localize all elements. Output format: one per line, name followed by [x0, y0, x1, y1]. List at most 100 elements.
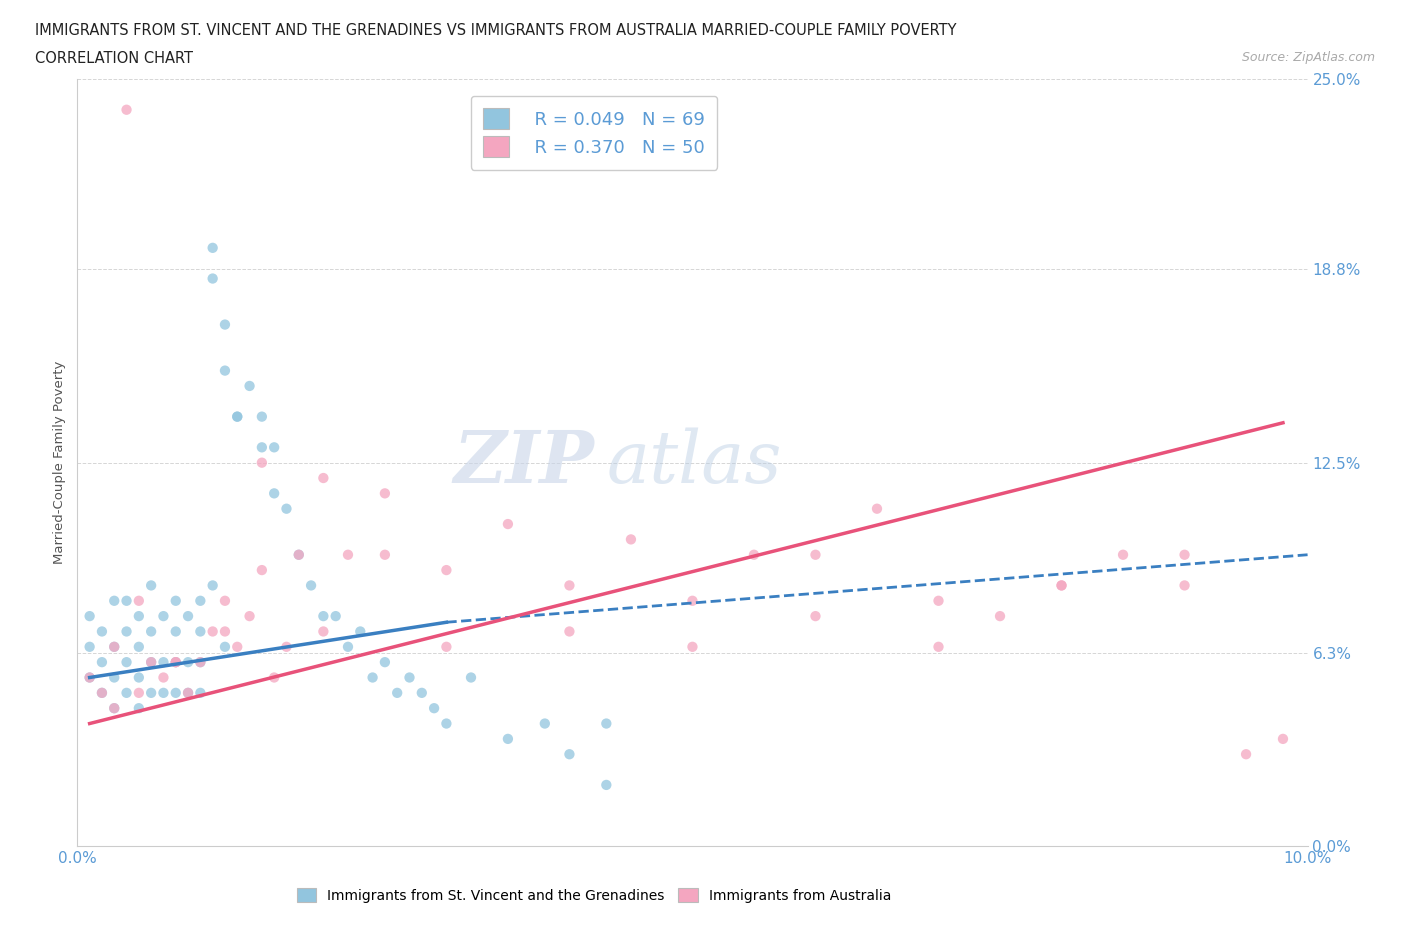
Point: [115, 593, 138, 608]
Point: [214, 317, 236, 332]
Point: [337, 640, 360, 655]
Point: [742, 547, 765, 562]
Text: atlas: atlas: [606, 428, 782, 498]
Point: [90, 685, 114, 700]
Point: [263, 440, 285, 455]
Point: [682, 593, 704, 608]
Point: [250, 563, 273, 578]
Point: [152, 655, 174, 670]
Point: [188, 593, 212, 608]
Point: [152, 685, 174, 700]
Point: [312, 624, 335, 639]
Point: [141, 578, 163, 593]
Point: [558, 624, 581, 639]
Point: [177, 609, 200, 624]
Text: CORRELATION CHART: CORRELATION CHART: [35, 51, 193, 66]
Point: [141, 624, 163, 639]
Point: [263, 670, 285, 684]
Point: [1174, 547, 1197, 562]
Point: [299, 578, 322, 593]
Point: [337, 547, 360, 562]
Point: [226, 409, 249, 424]
Point: [90, 655, 114, 670]
Point: [177, 655, 200, 670]
Point: [276, 640, 298, 655]
Point: [90, 685, 114, 700]
Point: [288, 547, 311, 562]
Point: [385, 685, 409, 700]
Point: [115, 655, 138, 670]
Point: [201, 241, 224, 256]
Point: [201, 578, 224, 593]
Point: [165, 655, 187, 670]
Point: [436, 716, 458, 731]
Point: [595, 716, 617, 731]
Point: [1050, 578, 1073, 593]
Text: Source: ZipAtlas.com: Source: ZipAtlas.com: [1241, 51, 1375, 64]
Point: [152, 609, 174, 624]
Point: [534, 716, 557, 731]
Point: [1234, 747, 1257, 762]
Point: [312, 609, 335, 624]
Point: [141, 685, 163, 700]
Point: [115, 685, 138, 700]
Text: ZIP: ZIP: [453, 427, 595, 498]
Point: [558, 578, 581, 593]
Point: [128, 685, 150, 700]
Point: [866, 501, 889, 516]
Point: [152, 670, 174, 684]
Point: [374, 486, 396, 501]
Point: [988, 609, 1011, 624]
Point: [115, 624, 138, 639]
Point: [239, 609, 262, 624]
Point: [103, 640, 125, 655]
Point: [804, 547, 827, 562]
Point: [250, 409, 273, 424]
Point: [201, 624, 224, 639]
Legend: Immigrants from St. Vincent and the Grenadines, Immigrants from Australia: Immigrants from St. Vincent and the Gren…: [291, 883, 897, 909]
Point: [79, 670, 101, 684]
Point: [188, 655, 212, 670]
Point: [374, 547, 396, 562]
Point: [374, 655, 396, 670]
Point: [263, 486, 285, 501]
Point: [928, 593, 950, 608]
Point: [214, 593, 236, 608]
Point: [188, 685, 212, 700]
Point: [1272, 731, 1295, 746]
Point: [423, 701, 446, 716]
Point: [1174, 578, 1197, 593]
Point: [103, 670, 125, 684]
Point: [214, 624, 236, 639]
Point: [928, 640, 950, 655]
Point: [128, 640, 150, 655]
Point: [165, 655, 187, 670]
Point: [436, 563, 458, 578]
Point: [312, 471, 335, 485]
Point: [1050, 578, 1073, 593]
Point: [79, 640, 101, 655]
Point: [250, 440, 273, 455]
Point: [188, 655, 212, 670]
Point: [595, 777, 617, 792]
Text: IMMIGRANTS FROM ST. VINCENT AND THE GRENADINES VS IMMIGRANTS FROM AUSTRALIA MARR: IMMIGRANTS FROM ST. VINCENT AND THE GREN…: [35, 23, 956, 38]
Point: [188, 624, 212, 639]
Point: [239, 379, 262, 393]
Point: [214, 640, 236, 655]
Point: [1112, 547, 1135, 562]
Point: [361, 670, 384, 684]
Point: [79, 670, 101, 684]
Point: [411, 685, 433, 700]
Point: [558, 747, 581, 762]
Point: [177, 685, 200, 700]
Point: [276, 501, 298, 516]
Point: [103, 701, 125, 716]
Point: [496, 731, 519, 746]
Point: [79, 609, 101, 624]
Point: [398, 670, 420, 684]
Point: [496, 517, 519, 532]
Point: [165, 685, 187, 700]
Point: [804, 609, 827, 624]
Point: [141, 655, 163, 670]
Point: [165, 593, 187, 608]
